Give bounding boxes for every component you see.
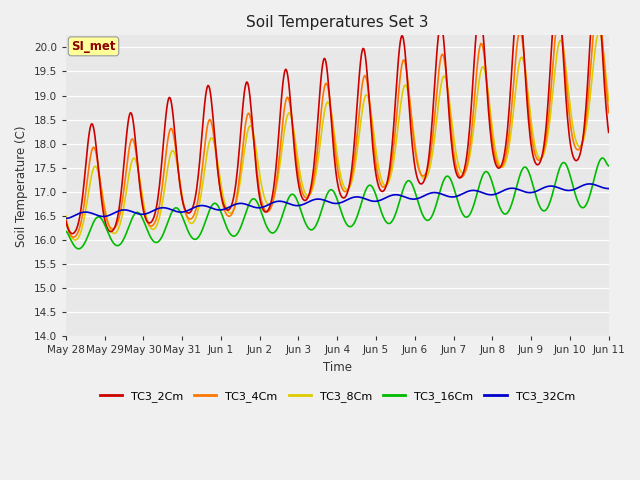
Title: Soil Temperatures Set 3: Soil Temperatures Set 3: [246, 15, 428, 30]
X-axis label: Time: Time: [323, 361, 352, 374]
Text: SI_met: SI_met: [71, 40, 116, 53]
Y-axis label: Soil Temperature (C): Soil Temperature (C): [15, 125, 28, 247]
Legend: TC3_2Cm, TC3_4Cm, TC3_8Cm, TC3_16Cm, TC3_32Cm: TC3_2Cm, TC3_4Cm, TC3_8Cm, TC3_16Cm, TC3…: [95, 387, 579, 407]
